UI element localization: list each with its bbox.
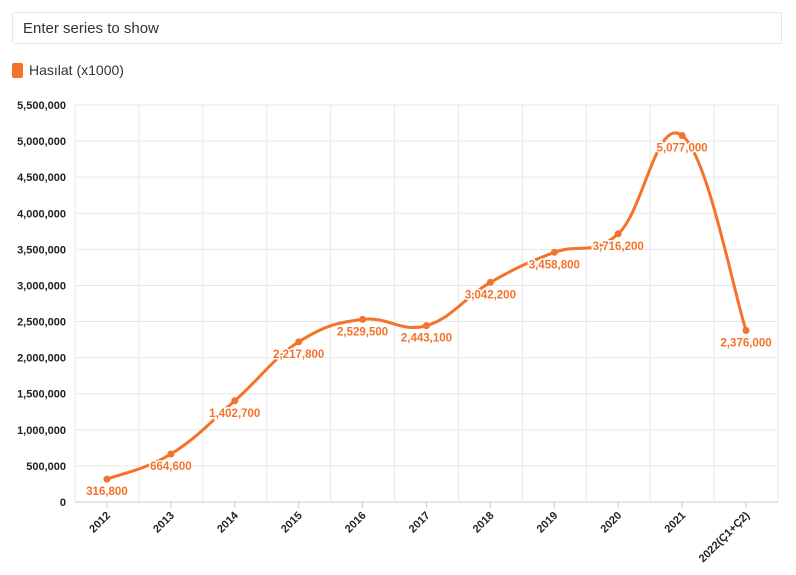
data-label: 664,600 bbox=[150, 461, 192, 473]
y-tick-label: 3,500,000 bbox=[17, 244, 66, 256]
x-tick-label: 2018 bbox=[471, 510, 497, 536]
data-point[interactable] bbox=[550, 248, 558, 256]
x-tick-label: 2021 bbox=[662, 510, 688, 536]
data-label: 5,077,000 bbox=[657, 143, 708, 155]
data-point[interactable] bbox=[167, 450, 175, 458]
grid-lines bbox=[74, 104, 779, 503]
data-point[interactable] bbox=[231, 397, 239, 405]
y-tick-label: 5,000,000 bbox=[17, 136, 66, 148]
data-label: 3,458,800 bbox=[529, 259, 580, 271]
series-search-box[interactable] bbox=[12, 12, 782, 44]
y-tick-label: 2,000,000 bbox=[17, 353, 66, 365]
data-label: 2,529,500 bbox=[337, 326, 388, 338]
data-label: 2,443,100 bbox=[401, 333, 452, 345]
data-label: 2,376,000 bbox=[720, 337, 771, 349]
data-label: 3,716,200 bbox=[593, 241, 644, 253]
x-tick-label: 2014 bbox=[215, 509, 241, 535]
y-tick-label: 5,500,000 bbox=[17, 100, 66, 112]
data-point[interactable] bbox=[359, 315, 367, 323]
x-tick-label: 2019 bbox=[535, 510, 561, 536]
series-line bbox=[105, 131, 748, 481]
x-tick-label: 2020 bbox=[599, 510, 625, 536]
data-label: 316,800 bbox=[86, 486, 128, 498]
y-tick-label: 2,500,000 bbox=[17, 317, 66, 329]
y-tick-label: 4,000,000 bbox=[17, 208, 66, 220]
data-label: 3,042,200 bbox=[465, 289, 516, 301]
data-point[interactable] bbox=[614, 230, 622, 238]
data-labels: 316,800 664,600 1,402,700 2,217,800 2,529,50… bbox=[85, 141, 773, 500]
x-tick-label: 2012 bbox=[87, 510, 113, 536]
legend-label: Hasılat (x1000) bbox=[29, 62, 124, 78]
data-point[interactable] bbox=[295, 338, 303, 346]
y-axis: 0 500,000 1,000,000 1,500,000 2,000,000 2,500… bbox=[17, 100, 66, 509]
series-hasilat bbox=[103, 131, 750, 483]
y-tick-label: 500,000 bbox=[26, 461, 66, 473]
x-tick-label: 2022(Ç1+Ç2) bbox=[697, 509, 753, 565]
data-label: 2,217,800 bbox=[273, 349, 324, 361]
y-tick-label: 1,000,000 bbox=[17, 425, 66, 437]
series-search-input[interactable] bbox=[21, 18, 773, 38]
data-point[interactable] bbox=[678, 132, 686, 140]
x-axis: 2012 2013 2014 2015 2016 2017 2018 2019 2020 2021… bbox=[87, 502, 752, 565]
data-point[interactable] bbox=[486, 278, 494, 286]
x-tick-label: 2013 bbox=[151, 510, 177, 536]
y-tick-label: 3,000,000 bbox=[17, 280, 66, 292]
y-tick-label: 0 bbox=[60, 497, 66, 509]
x-tick-label: 2016 bbox=[343, 510, 369, 536]
data-point[interactable] bbox=[742, 326, 750, 334]
x-tick-label: 2015 bbox=[279, 510, 305, 536]
data-point[interactable] bbox=[423, 322, 430, 330]
y-tick-label: 4,500,000 bbox=[17, 172, 66, 184]
data-point[interactable] bbox=[103, 475, 111, 483]
x-tick-label: 2017 bbox=[407, 510, 433, 536]
data-label: 1,402,700 bbox=[209, 408, 260, 420]
y-tick-label: 1,500,000 bbox=[17, 389, 66, 401]
legend-swatch bbox=[12, 62, 23, 78]
legend[interactable]: Hasılat (x1000) bbox=[12, 62, 124, 78]
